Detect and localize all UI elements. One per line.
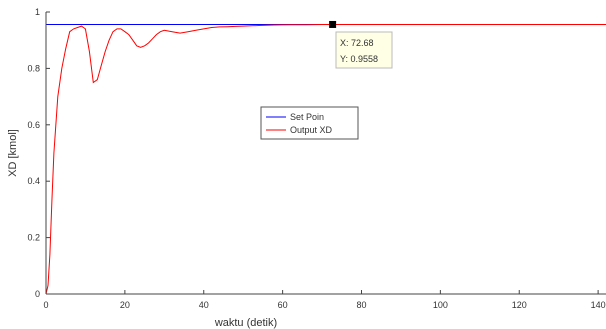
y-tick-label: 0 <box>35 289 40 299</box>
legend-label-set-poin: Set Poin <box>290 112 324 122</box>
y-axis-label: XD [kmol] <box>7 129 19 177</box>
x-tick-label: 140 <box>591 300 606 310</box>
datatip-x-text: X: 72.68 <box>340 38 374 48</box>
x-tick-label: 60 <box>278 300 288 310</box>
x-axis-label: waktu (detik) <box>214 317 277 329</box>
legend-box <box>260 106 359 140</box>
datatip-y-text: Y: 0.9558 <box>340 54 378 64</box>
x-tick-label: 20 <box>120 300 130 310</box>
plot-area <box>46 12 606 294</box>
series-line-output-xd <box>45 24 606 295</box>
x-tick-label: 0 <box>43 300 48 310</box>
legend: Set Poin Output XD <box>260 106 359 140</box>
x-tick-label: 40 <box>199 300 209 310</box>
y-tick-label: 0.8 <box>27 63 40 73</box>
legend-label-output-xd: Output XD <box>290 125 333 135</box>
datatip-marker[interactable] <box>329 20 337 28</box>
y-tick-label: 0.4 <box>27 176 40 186</box>
y-tick-label: 0.6 <box>27 120 40 130</box>
datatip-box <box>335 31 393 69</box>
x-tick-label: 120 <box>512 300 527 310</box>
x-tick-label: 100 <box>433 300 448 310</box>
y-tick-label: 1 <box>35 7 40 17</box>
datatip[interactable]: X: 72.68 Y: 0.9558 <box>329 20 393 69</box>
x-tick-label: 80 <box>356 300 366 310</box>
y-tick-label: 0.2 <box>27 233 40 243</box>
